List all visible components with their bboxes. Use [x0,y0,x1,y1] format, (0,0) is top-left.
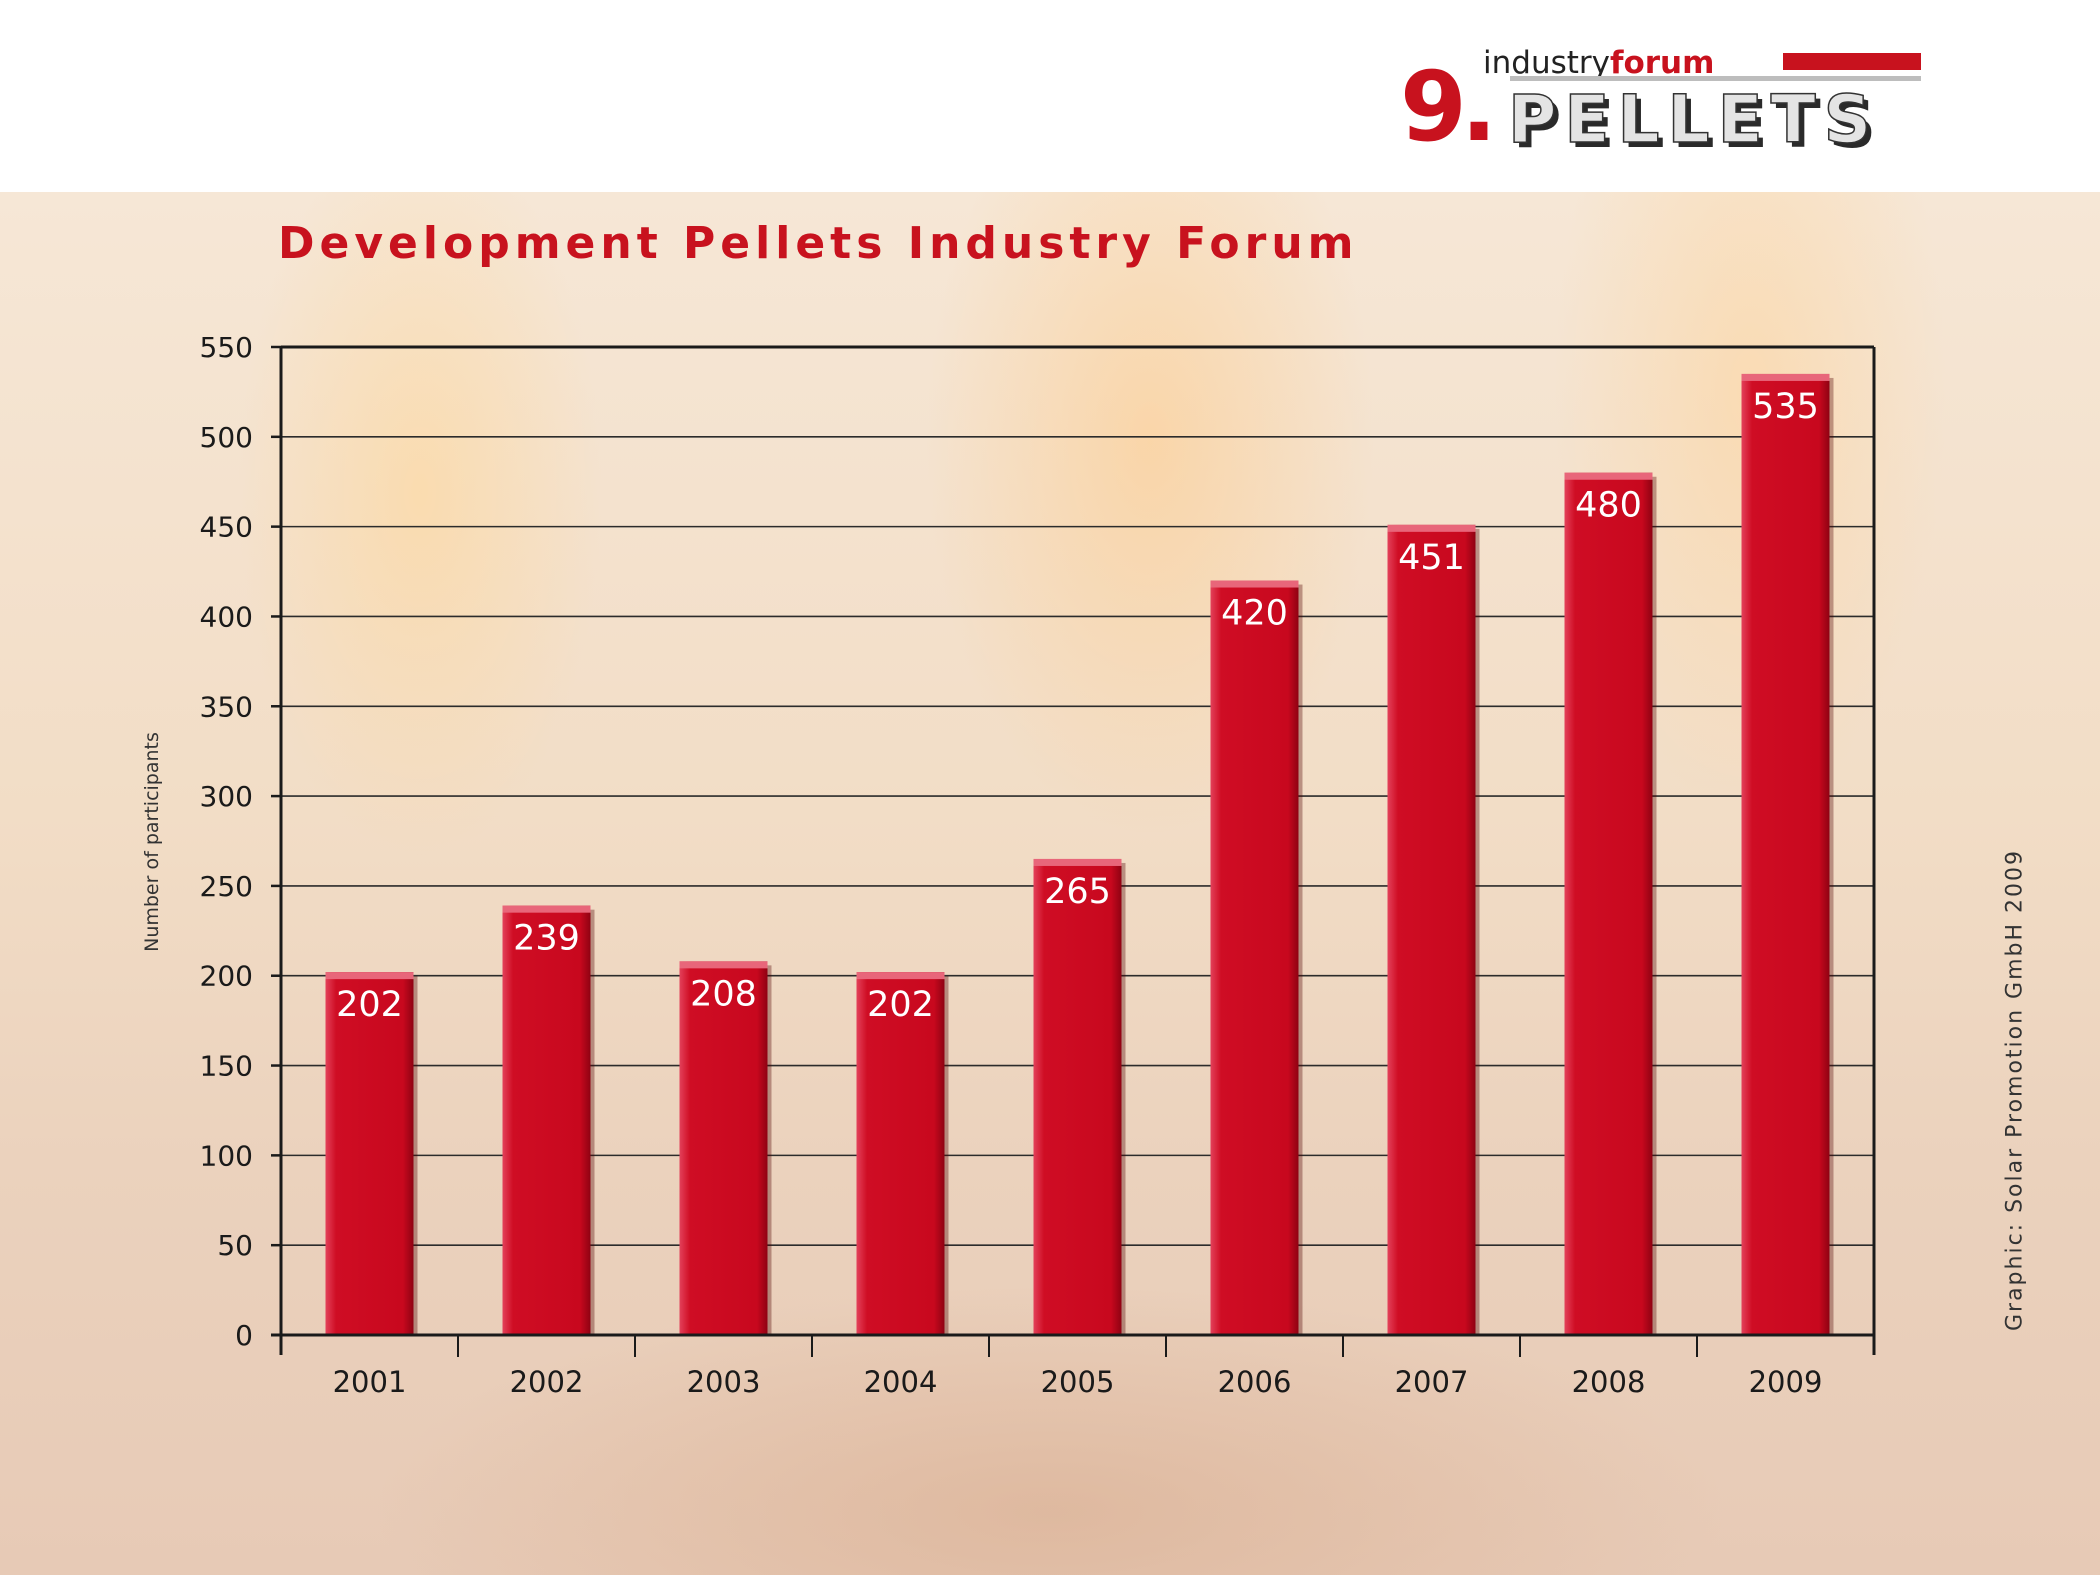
y-tick-label: 250 [200,870,253,903]
bars [325,373,1834,1336]
logo-word-forum: forum [1610,45,1714,81]
x-tick-label: 2006 [1218,1365,1292,1399]
bar-value-label: 480 [1575,486,1642,526]
axes [271,345,1876,1357]
axis-labels: 0 50 100 150 200 250 300 350 400 450 500 550 202 239 2… [200,331,1823,1399]
bar [1210,580,1299,1335]
logo-pellets: PELLETS [1508,81,1879,158]
bar-value-label: 451 [1398,538,1465,578]
bar [325,972,414,1335]
bar [1387,524,1476,1335]
y-tick-label: 50 [217,1229,253,1262]
y-tick-label: 550 [200,331,253,364]
bar-top-highlight [1033,858,1122,866]
x-tick-label: 2001 [333,1365,407,1399]
y-tick-label: 100 [200,1139,253,1172]
x-tick-label: 2003 [687,1365,761,1399]
logo-industry: industryforum [1483,45,1714,81]
bar-top-highlight [1564,472,1653,480]
bar-value-label: 420 [1221,594,1288,634]
logo-word-industry: industry [1483,45,1610,81]
bar-value-label: 202 [336,985,403,1025]
bar-value-label: 239 [513,919,580,959]
bar-value-label: 535 [1752,387,1819,427]
y-tick-label: 500 [200,421,253,454]
bar-top-highlight [502,905,591,913]
logo-red-stripe [1783,53,1921,70]
y-axis-label: Number of participants [141,732,163,952]
graphic-credit: Graphic: Solar Promotion GmbH 2009 [2002,848,2028,1332]
bar [1564,472,1653,1335]
x-tick-label: 2005 [1041,1365,1115,1399]
logo-number: 9. [1400,51,1491,160]
bar [502,905,591,1335]
x-tick-label: 2007 [1395,1365,1469,1399]
bar-top-highlight [1210,580,1299,588]
y-tick-label: 350 [200,690,253,723]
bar-top-highlight [856,972,945,980]
bar [1741,373,1830,1336]
bar-value-label: 202 [867,985,934,1025]
y-tick-label: 150 [200,1050,253,1083]
chart-title: Development Pellets Industry Forum [278,218,1359,269]
bar [856,972,945,1335]
bar-value-label: 265 [1044,872,1111,912]
y-tick-label: 0 [235,1319,253,1352]
y-tick-label: 400 [200,600,253,633]
forum-logo: 9. industryforum PELLETS PELLETS [1400,45,1921,160]
x-tick-label: 2004 [864,1365,938,1399]
logo-pellets-shadow: PELLETS [1513,86,1884,160]
bar-top-highlight [679,961,768,969]
y-tick-label: 200 [200,960,253,993]
page-header [0,0,2100,192]
x-tick-label: 2002 [510,1365,584,1399]
x-tick-label: 2009 [1749,1365,1823,1399]
x-tick-label: 2008 [1572,1365,1646,1399]
bar [679,961,768,1335]
logo-gray-stripe [1510,76,1921,81]
bar-top-highlight [1741,373,1830,381]
bar-value-label: 208 [690,974,757,1014]
y-tick-label: 300 [200,780,253,813]
y-tick-label: 450 [200,511,253,544]
bar-top-highlight [325,972,414,980]
bar [1033,858,1122,1335]
bar-top-highlight [1387,524,1476,532]
